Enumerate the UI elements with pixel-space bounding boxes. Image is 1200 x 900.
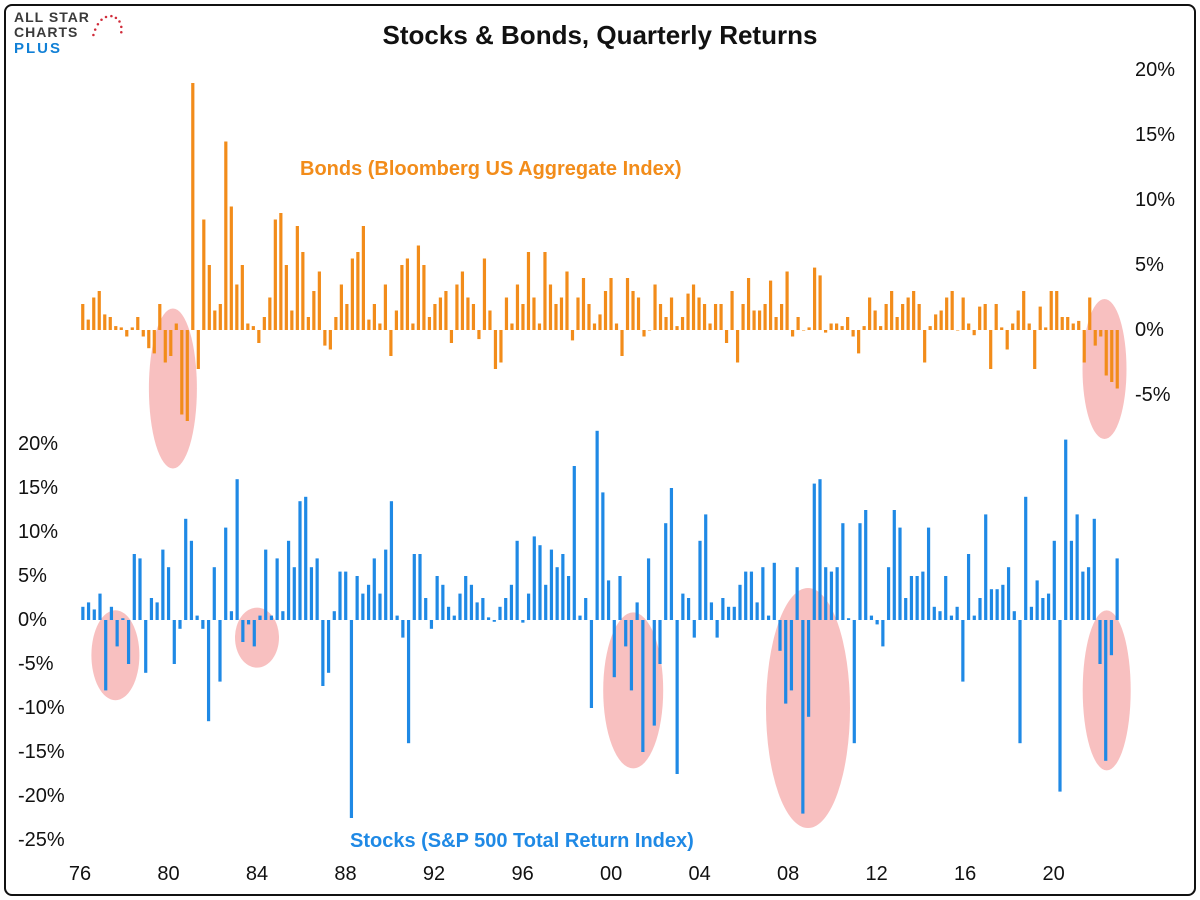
svg-text:80: 80	[157, 863, 179, 885]
svg-text:0%: 0%	[1135, 319, 1164, 341]
svg-text:5%: 5%	[1135, 254, 1164, 276]
svg-text:08: 08	[777, 863, 799, 885]
svg-text:84: 84	[246, 863, 268, 885]
svg-text:92: 92	[423, 863, 445, 885]
svg-text:12: 12	[865, 863, 887, 885]
svg-text:15%: 15%	[1135, 124, 1175, 146]
svg-text:-20%: -20%	[18, 785, 65, 807]
svg-text:88: 88	[334, 863, 356, 885]
svg-text:16: 16	[954, 863, 976, 885]
svg-text:20%: 20%	[1135, 59, 1175, 81]
svg-text:20%: 20%	[18, 433, 58, 455]
x-axis: 76 80 84 88 92 96 00 04 08 12 16 20	[69, 863, 1065, 885]
svg-text:15%: 15%	[18, 477, 58, 499]
svg-text:-10%: -10%	[18, 697, 65, 719]
svg-text:04: 04	[688, 863, 710, 885]
stocks-bars	[81, 431, 1118, 818]
svg-text:-5%: -5%	[18, 653, 54, 675]
svg-text:20: 20	[1042, 863, 1064, 885]
svg-text:10%: 10%	[1135, 189, 1175, 211]
svg-text:5%: 5%	[18, 565, 47, 587]
bonds-bars	[81, 83, 1119, 421]
svg-text:-15%: -15%	[18, 741, 65, 763]
bonds-y-axis: -5% 0% 5% 10% 15% 20%	[1135, 59, 1175, 406]
svg-text:0%: 0%	[18, 609, 47, 631]
svg-text:96: 96	[511, 863, 533, 885]
svg-text:76: 76	[69, 863, 91, 885]
svg-text:-5%: -5%	[1135, 384, 1171, 406]
stocks-y-axis: -25% -20% -15% -10% -5% 0% 5% 10% 15% 20%	[18, 433, 65, 851]
svg-text:-25%: -25%	[18, 829, 65, 851]
chart-plot: -5% 0% 5% 10% 15% 20% -25% -20% -15% -10% -5% 0% 5%…	[0, 0, 1200, 900]
svg-text:00: 00	[600, 863, 622, 885]
svg-text:10%: 10%	[18, 521, 58, 543]
